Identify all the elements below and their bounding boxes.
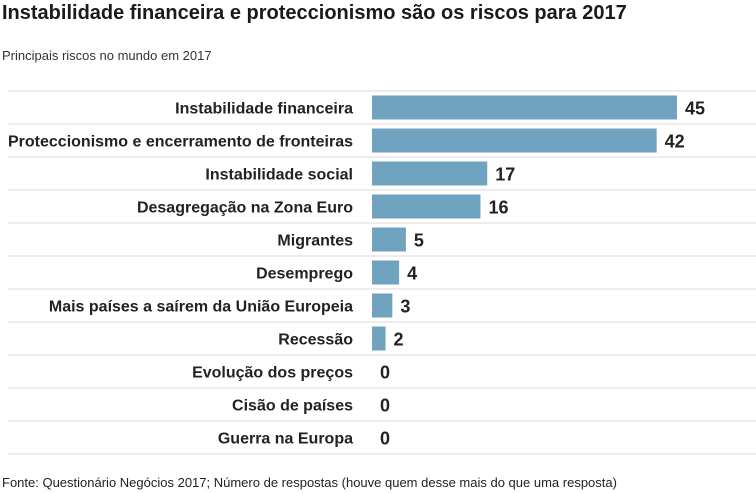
value-label: 0	[380, 363, 390, 383]
value-label: 0	[380, 396, 390, 416]
bar-7	[372, 326, 386, 351]
bar-6	[372, 293, 393, 318]
chart-title: Instabilidade financeira e proteccionism…	[2, 2, 627, 24]
value-label: 17	[495, 165, 515, 185]
value-label: 42	[665, 132, 685, 152]
category-label: Instabilidade financeira	[175, 101, 353, 118]
value-label: 2	[394, 330, 404, 350]
value-label: 16	[488, 198, 508, 218]
value-label: 4	[407, 264, 417, 284]
bar-chart: Instabilidade financeira 45Proteccionismo…	[8, 90, 756, 455]
grid-lines	[8, 90, 756, 455]
category-label: Cisão de países	[232, 398, 353, 415]
category-label: Migrantes	[277, 233, 353, 250]
bar-2	[372, 161, 488, 186]
bar-1	[372, 128, 657, 153]
category-label: Desagregação na Zona Euro	[137, 200, 353, 217]
category-label: Guerra na Europa	[218, 431, 353, 448]
value-label: 0	[380, 429, 390, 449]
source-note: Fonte: Questionário Negócios 2017; Númer…	[2, 475, 617, 490]
value-label: 3	[400, 297, 410, 317]
category-label: Evolução dos preços	[192, 365, 353, 382]
category-label: Desemprego	[256, 266, 353, 283]
bar-5	[372, 260, 400, 285]
value-label: 5	[414, 231, 424, 251]
category-label: Recessão	[278, 332, 353, 349]
bar-0	[372, 95, 677, 120]
value-label: 45	[685, 99, 705, 119]
bars	[372, 95, 677, 351]
category-label: Proteccionismo e encerramento de frontei…	[8, 134, 353, 151]
category-label: Instabilidade social	[205, 167, 353, 184]
category-label: Mais países a saírem da União Europeia	[49, 299, 353, 316]
labels: Instabilidade financeira 45Proteccionismo…	[8, 99, 705, 449]
bar-4	[372, 227, 406, 252]
chart-subtitle: Principais riscos no mundo em 2017	[2, 48, 212, 63]
bar-3	[372, 194, 481, 219]
